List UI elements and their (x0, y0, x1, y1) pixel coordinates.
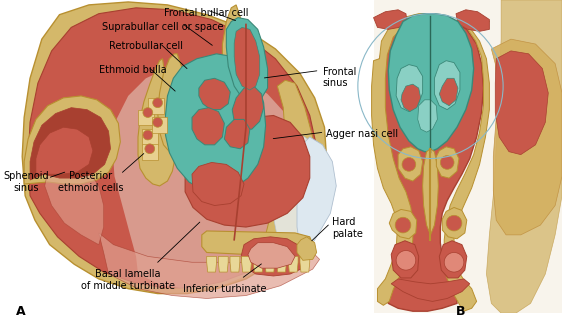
Polygon shape (388, 14, 474, 152)
Polygon shape (277, 256, 287, 272)
Polygon shape (444, 18, 490, 311)
Polygon shape (274, 133, 327, 252)
Text: A: A (16, 305, 26, 318)
Text: Ethmoid bulla: Ethmoid bulla (99, 65, 167, 75)
Polygon shape (223, 5, 254, 119)
Text: Hard
palate: Hard palate (332, 217, 363, 239)
Polygon shape (487, 0, 562, 313)
Polygon shape (378, 18, 483, 311)
Polygon shape (152, 117, 167, 133)
Polygon shape (253, 256, 263, 272)
Polygon shape (138, 59, 175, 186)
Polygon shape (456, 10, 490, 31)
Circle shape (396, 251, 416, 270)
Polygon shape (418, 100, 437, 132)
Text: Frontal
sinus: Frontal sinus (323, 67, 356, 88)
Polygon shape (24, 96, 120, 184)
Polygon shape (374, 10, 407, 29)
Polygon shape (45, 164, 103, 245)
Polygon shape (99, 233, 320, 299)
Polygon shape (396, 65, 423, 112)
Polygon shape (297, 137, 336, 252)
Polygon shape (391, 241, 419, 278)
Text: Inferior turbinate: Inferior turbinate (183, 284, 266, 294)
Polygon shape (288, 256, 298, 272)
Text: Suprabullar cell or space: Suprabullar cell or space (102, 21, 223, 32)
Polygon shape (234, 28, 260, 90)
Text: Basal lamella
of middle turbinate: Basal lamella of middle turbinate (81, 269, 175, 291)
Polygon shape (242, 256, 251, 272)
Text: Posterior
ethmoid cells: Posterior ethmoid cells (58, 171, 124, 193)
Polygon shape (439, 78, 458, 106)
Circle shape (446, 215, 462, 231)
Polygon shape (36, 127, 93, 174)
Polygon shape (11, 0, 374, 313)
Polygon shape (391, 279, 470, 301)
Circle shape (153, 98, 162, 108)
Polygon shape (30, 108, 111, 180)
Polygon shape (232, 86, 264, 129)
Polygon shape (300, 256, 310, 272)
Circle shape (145, 144, 155, 154)
Polygon shape (219, 256, 228, 272)
Polygon shape (495, 51, 549, 155)
Polygon shape (142, 129, 157, 145)
Polygon shape (491, 39, 562, 235)
Text: Frontal bullar cell: Frontal bullar cell (165, 8, 249, 18)
Text: Agger nasi cell: Agger nasi cell (327, 129, 398, 139)
Polygon shape (265, 256, 275, 272)
Polygon shape (266, 80, 316, 256)
Circle shape (444, 252, 464, 272)
Polygon shape (230, 256, 240, 272)
Polygon shape (436, 147, 459, 178)
Circle shape (153, 117, 162, 127)
Circle shape (143, 108, 153, 117)
Polygon shape (202, 231, 312, 254)
Polygon shape (248, 243, 295, 268)
Polygon shape (142, 144, 157, 159)
Polygon shape (374, 0, 562, 313)
Text: B: B (456, 305, 465, 318)
Polygon shape (226, 18, 268, 102)
Polygon shape (224, 119, 250, 149)
Polygon shape (112, 67, 305, 290)
Polygon shape (401, 84, 421, 112)
Text: Sphenoid
sinus: Sphenoid sinus (3, 171, 49, 193)
Polygon shape (22, 2, 327, 293)
Polygon shape (389, 209, 417, 239)
Circle shape (395, 217, 411, 233)
Polygon shape (398, 147, 423, 181)
Polygon shape (439, 241, 467, 278)
Polygon shape (423, 149, 438, 235)
Circle shape (143, 130, 153, 140)
Polygon shape (434, 61, 460, 110)
Polygon shape (199, 78, 230, 110)
Polygon shape (371, 14, 434, 305)
Polygon shape (138, 110, 154, 125)
Polygon shape (185, 116, 310, 227)
Polygon shape (165, 54, 266, 192)
Polygon shape (148, 98, 164, 114)
Text: Retrobullar cell: Retrobullar cell (109, 41, 183, 51)
Polygon shape (192, 108, 224, 145)
Polygon shape (28, 8, 316, 288)
Circle shape (402, 157, 416, 171)
Polygon shape (241, 237, 307, 276)
Circle shape (440, 156, 454, 169)
Polygon shape (297, 237, 316, 260)
Polygon shape (442, 207, 467, 239)
Polygon shape (207, 256, 216, 272)
Polygon shape (157, 54, 187, 152)
Polygon shape (192, 163, 244, 205)
